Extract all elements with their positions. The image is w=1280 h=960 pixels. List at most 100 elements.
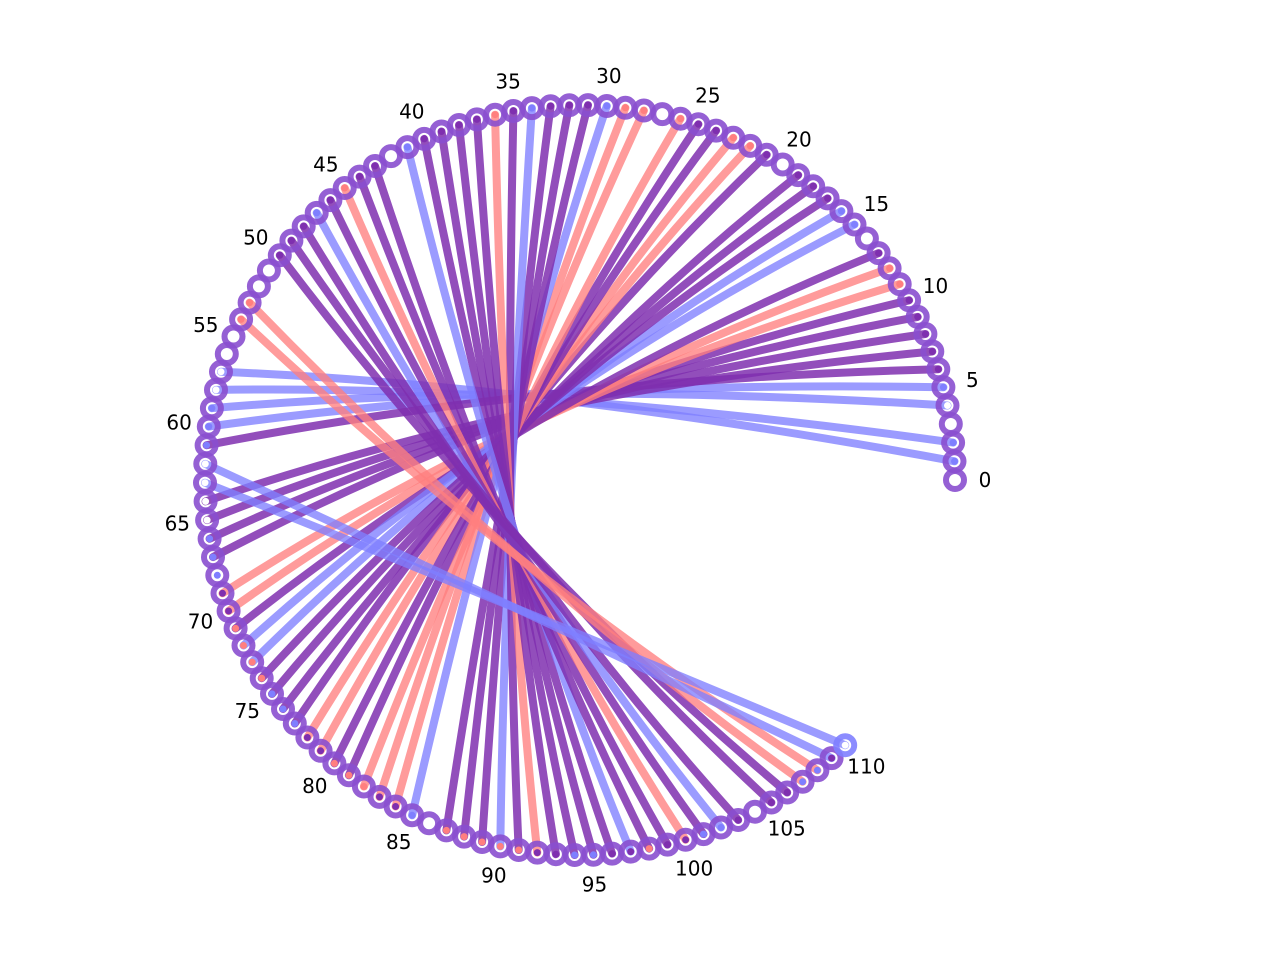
node-ring-44 bbox=[347, 164, 372, 189]
node-center-60 bbox=[205, 423, 213, 431]
node-ring-43 bbox=[363, 154, 387, 178]
node-ring-106 bbox=[775, 780, 800, 805]
node-80 bbox=[322, 751, 347, 776]
node-center-89 bbox=[478, 838, 486, 846]
node-center-75 bbox=[268, 690, 276, 698]
node-51 bbox=[256, 258, 281, 283]
node-1 bbox=[942, 449, 967, 474]
node-center-26 bbox=[677, 115, 684, 123]
node-14 bbox=[854, 226, 879, 251]
node-center-50 bbox=[276, 251, 284, 259]
node-center-24 bbox=[712, 127, 720, 135]
node-ring-12 bbox=[877, 256, 902, 281]
node-35 bbox=[501, 99, 526, 123]
node-center-20 bbox=[779, 161, 787, 168]
tick-label-70: 70 bbox=[188, 610, 213, 634]
node-center-71 bbox=[232, 624, 240, 632]
node-center-99 bbox=[664, 841, 671, 849]
node-46 bbox=[318, 188, 343, 213]
node-ring-75 bbox=[260, 681, 284, 706]
node-45 bbox=[332, 176, 357, 200]
node-ring-11 bbox=[887, 272, 912, 297]
node-center-86 bbox=[425, 819, 433, 827]
node-97 bbox=[618, 839, 643, 864]
node-center-31 bbox=[584, 101, 592, 109]
node-62 bbox=[193, 451, 218, 476]
node-center-47 bbox=[313, 209, 321, 217]
node-center-56 bbox=[223, 350, 231, 358]
node-center-17 bbox=[824, 194, 832, 202]
node-center-12 bbox=[886, 264, 894, 272]
node-49 bbox=[279, 228, 304, 253]
node-center-105 bbox=[767, 799, 775, 806]
node-29 bbox=[613, 95, 638, 120]
node-ring-17 bbox=[815, 186, 840, 211]
node-center-9 bbox=[914, 313, 922, 321]
node-26 bbox=[668, 106, 693, 131]
node-center-106 bbox=[783, 789, 791, 796]
tick-label-10: 10 bbox=[923, 274, 948, 298]
node-center-5 bbox=[939, 383, 947, 391]
node-center-90 bbox=[496, 842, 504, 850]
node-74 bbox=[249, 666, 274, 691]
node-center-87 bbox=[442, 826, 450, 834]
tick-label-75: 75 bbox=[235, 699, 260, 723]
node-90 bbox=[488, 834, 513, 859]
node-center-55 bbox=[230, 333, 237, 340]
node-61 bbox=[194, 433, 219, 458]
node-center-97 bbox=[627, 848, 635, 856]
node-ring-50 bbox=[267, 243, 292, 268]
node-center-85 bbox=[408, 811, 416, 819]
node-64 bbox=[193, 489, 218, 514]
node-center-25 bbox=[694, 120, 702, 128]
node-center-104 bbox=[751, 808, 759, 816]
edges-layer bbox=[201, 101, 959, 859]
node-center-28 bbox=[640, 107, 648, 114]
node-center-39 bbox=[438, 128, 445, 135]
tick-label-30: 30 bbox=[596, 64, 621, 88]
node-ring-80 bbox=[322, 751, 347, 776]
node-center-34 bbox=[528, 104, 536, 112]
node-4 bbox=[935, 393, 960, 418]
node-center-35 bbox=[509, 107, 517, 115]
node-82 bbox=[351, 774, 376, 799]
node-11 bbox=[887, 272, 912, 297]
node-center-96 bbox=[608, 850, 616, 858]
node-center-59 bbox=[208, 404, 216, 412]
tick-label-35: 35 bbox=[495, 69, 520, 93]
node-ring-77 bbox=[282, 711, 307, 736]
node-ring-45 bbox=[332, 176, 357, 200]
node-107 bbox=[790, 769, 815, 794]
node-93 bbox=[543, 842, 568, 867]
node-center-22 bbox=[746, 142, 754, 150]
tick-label-65: 65 bbox=[165, 511, 190, 535]
node-108 bbox=[805, 758, 830, 783]
tick-label-50: 50 bbox=[243, 225, 268, 249]
node-ring-81 bbox=[336, 763, 361, 788]
node-center-42 bbox=[387, 152, 395, 160]
node-center-18 bbox=[809, 182, 817, 190]
node-78 bbox=[295, 725, 320, 750]
node-89 bbox=[470, 830, 495, 854]
node-center-78 bbox=[303, 734, 311, 741]
node-19 bbox=[786, 163, 811, 188]
node-15 bbox=[842, 212, 867, 237]
node-ring-49 bbox=[279, 228, 304, 253]
node-36 bbox=[483, 102, 508, 127]
node-center-83 bbox=[376, 793, 383, 801]
node-center-36 bbox=[491, 111, 499, 119]
node-ring-47 bbox=[304, 200, 329, 225]
node-ring-110 bbox=[833, 733, 858, 758]
node-center-1 bbox=[951, 457, 958, 465]
node-center-61 bbox=[203, 441, 211, 449]
node-center-77 bbox=[291, 720, 299, 727]
node-ring-15 bbox=[842, 212, 867, 237]
node-31 bbox=[576, 93, 600, 118]
node-63 bbox=[193, 470, 217, 495]
node-77 bbox=[282, 711, 307, 736]
node-center-101 bbox=[700, 830, 707, 838]
tick-label-40: 40 bbox=[399, 100, 424, 124]
node-center-4 bbox=[944, 402, 951, 409]
edge-48-103 bbox=[299, 222, 743, 824]
tick-label-100: 100 bbox=[675, 857, 713, 881]
